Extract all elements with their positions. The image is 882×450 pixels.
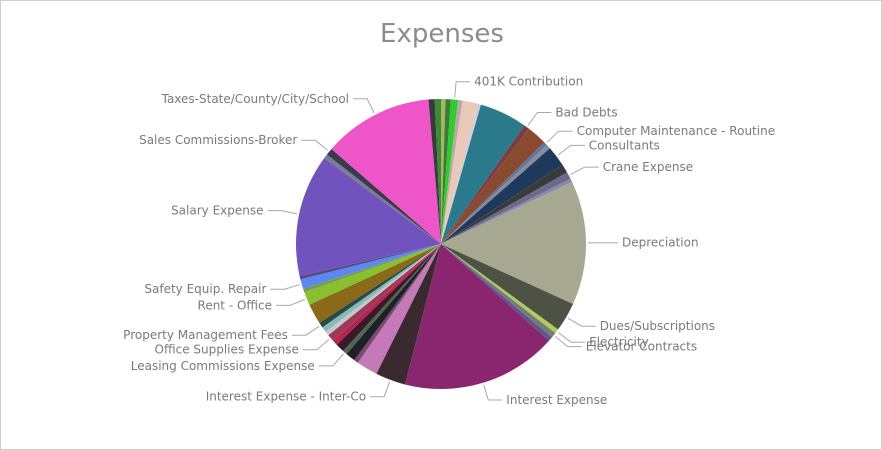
pie-slice-3[interactable]: [441, 100, 463, 244]
pie-slice-19[interactable]: [441, 244, 552, 341]
pie-slice-30[interactable]: [322, 244, 441, 332]
pie-slice-dues-subscriptions[interactable]: [441, 244, 574, 330]
leader-line-leasing-commissions-expense: [318, 353, 344, 367]
pie-slice-8[interactable]: [441, 128, 545, 244]
slice-label-interest-expense-inter-co: Interest Expense - Inter-Co: [206, 390, 366, 404]
pie-slice-41[interactable]: [428, 99, 441, 244]
slice-label-interest-expense: Interest Expense: [506, 393, 607, 407]
pie-slice-29[interactable]: [325, 244, 441, 336]
slice-label-salary-expense: Salary Expense: [171, 204, 263, 218]
leader-line-bad-debts: [527, 112, 552, 126]
slice-label-elevator-contracts: Elevator Contracts: [586, 340, 697, 354]
leader-line-interest-expense: [483, 384, 503, 401]
leader-line-taxes-state-county-city-school: [353, 98, 375, 114]
pie-slice-rent-office[interactable]: [304, 244, 441, 305]
slice-label-computer-maintenance-routine: Computer Maintenance - Routine: [577, 124, 775, 138]
pie-slice-12[interactable]: [441, 164, 568, 244]
slice-label-rent-office: Rent - Office: [198, 298, 272, 312]
slice-label-crane-expense: Crane Expense: [603, 160, 693, 174]
pie-slice-4[interactable]: [441, 100, 478, 244]
slice-label-property-management-fees: Property Management Fees: [123, 328, 288, 342]
leader-line-office-supplies-expense: [302, 338, 330, 351]
pie-slice-depreciation[interactable]: [441, 181, 587, 304]
pie-slice-32[interactable]: [309, 244, 441, 323]
leader-line-salary-expense: [267, 210, 298, 215]
pie-slice-computer-maintenance-routine[interactable]: [441, 142, 547, 244]
slice-label-401k-contribution: 401K Contribution: [474, 75, 583, 89]
pie-slice-6[interactable]: [441, 104, 525, 244]
slice-label-dues-subscriptions: Dues/Subscriptions: [600, 319, 715, 333]
pie-slice-crane-expense[interactable]: [441, 172, 571, 244]
pie-slice-38[interactable]: [324, 154, 441, 245]
pie-slice-27[interactable]: [332, 244, 441, 345]
pie-slice-0[interactable]: [441, 99, 446, 244]
leader-line-crane-expense: [570, 166, 599, 176]
slice-label-bad-debts: Bad Debts: [555, 106, 617, 120]
pie-slice-taxes-state-county-city-school[interactable]: [331, 99, 442, 244]
pie-slice-office-supplies-expense[interactable]: [328, 244, 441, 341]
pie-slice-10[interactable]: [441, 144, 550, 244]
pie-slice-leasing-commissions-expense[interactable]: [343, 244, 441, 354]
pie-slice-34[interactable]: [303, 244, 441, 293]
slice-label-office-supplies-expense: Office Supplies Expense: [155, 343, 299, 357]
chart-title: Expenses: [380, 19, 504, 49]
leader-line-safety-equip-repair: [270, 284, 300, 290]
pie-slice-14[interactable]: [441, 178, 573, 244]
leader-line-dues-subscriptions: [567, 317, 596, 327]
pie-slice-interest-expense[interactable]: [404, 244, 550, 390]
pie-slice-electricity[interactable]: [441, 244, 559, 334]
pie-slice-consultants[interactable]: [441, 148, 563, 244]
pie-slice-42[interactable]: [434, 99, 441, 244]
pie-slice-26[interactable]: [336, 244, 441, 351]
pie-slice-sales-commissions-broker[interactable]: [326, 148, 441, 244]
pie-slice-1[interactable]: [441, 99, 451, 244]
slice-label-safety-equip-repair: Safety Equip. Repair: [144, 282, 266, 296]
leader-line-rent-office: [276, 298, 305, 306]
pie-slice-safety-equip-repair[interactable]: [300, 244, 441, 289]
slice-label-depreciation: Depreciation: [622, 236, 699, 250]
pie-slice-36[interactable]: [299, 244, 441, 280]
pie-slice-bad-debts[interactable]: [441, 125, 529, 244]
slice-label-consultants: Consultants: [589, 138, 660, 152]
slice-label-electricity: Electricity: [589, 335, 649, 349]
leader-line-elevator-contracts: [554, 336, 582, 348]
leader-line-property-management-fees: [291, 325, 320, 336]
leader-line-401k-contribution: [454, 81, 471, 98]
slice-label-sales-commissions-broker: Sales Commissions-Broker: [139, 133, 297, 147]
leader-line-computer-maintenance-routine: [546, 130, 573, 143]
pie-slice-23[interactable]: [354, 244, 441, 363]
pie-slice-401k-contribution[interactable]: [441, 99, 459, 244]
slice-label-leasing-commissions-expense: Leasing Commissions Expense: [131, 359, 315, 373]
leader-line-electricity: [557, 332, 586, 343]
pie-slice-salary-expense[interactable]: [296, 158, 441, 276]
pie-slice-property-management-fees[interactable]: [319, 244, 441, 328]
pie-slice-interest-expense-inter-co[interactable]: [376, 244, 441, 385]
pie-slice-22[interactable]: [357, 244, 441, 374]
pie-slice-elevator-contracts[interactable]: [441, 244, 556, 338]
leader-line-sales-commissions-broker: [301, 139, 328, 151]
pie-slice-5[interactable]: [441, 103, 481, 244]
pie-slice-24[interactable]: [346, 244, 441, 361]
leader-line-consultants: [557, 144, 585, 156]
slice-label-taxes-state-county-city-school: Taxes-State/County/City/School: [161, 92, 349, 106]
leader-line-interest-expense-inter-co: [370, 381, 391, 398]
